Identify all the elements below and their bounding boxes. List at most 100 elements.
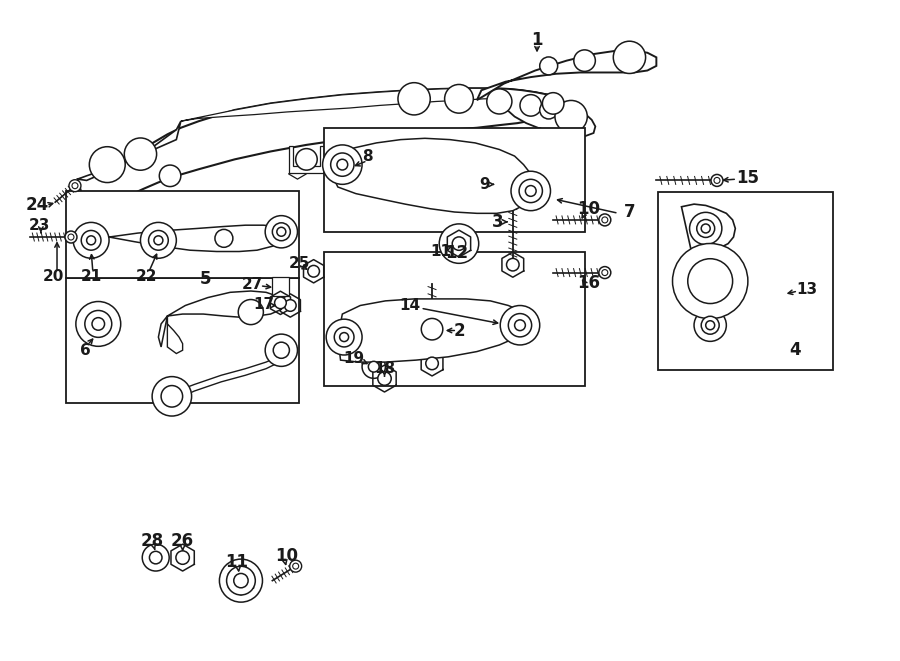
Circle shape xyxy=(421,319,443,340)
Text: 17: 17 xyxy=(253,297,274,312)
Text: 10: 10 xyxy=(578,200,600,217)
Circle shape xyxy=(602,217,608,223)
Bar xyxy=(658,192,833,370)
Circle shape xyxy=(72,182,78,188)
Circle shape xyxy=(543,93,564,114)
Text: 10: 10 xyxy=(275,547,298,565)
Bar xyxy=(66,278,300,403)
Circle shape xyxy=(706,321,715,330)
Polygon shape xyxy=(338,299,531,362)
Circle shape xyxy=(701,316,719,334)
Text: 1: 1 xyxy=(531,30,543,48)
Circle shape xyxy=(511,171,551,211)
Circle shape xyxy=(65,231,77,243)
Polygon shape xyxy=(333,138,536,214)
Circle shape xyxy=(507,258,519,271)
Circle shape xyxy=(81,231,101,250)
Polygon shape xyxy=(77,89,562,212)
Text: 21: 21 xyxy=(80,269,102,284)
Polygon shape xyxy=(158,291,284,347)
Circle shape xyxy=(161,385,183,407)
Circle shape xyxy=(520,95,542,116)
Circle shape xyxy=(149,551,162,564)
Polygon shape xyxy=(289,169,306,179)
Circle shape xyxy=(292,563,299,569)
Circle shape xyxy=(368,362,379,372)
Circle shape xyxy=(234,574,248,588)
Text: 8: 8 xyxy=(362,149,373,163)
Circle shape xyxy=(290,560,302,572)
Circle shape xyxy=(337,159,347,170)
Circle shape xyxy=(238,299,264,325)
Circle shape xyxy=(500,305,540,345)
Circle shape xyxy=(697,219,715,237)
Circle shape xyxy=(68,234,74,240)
Circle shape xyxy=(124,138,157,171)
Circle shape xyxy=(277,227,286,236)
Text: 18: 18 xyxy=(374,361,395,376)
Circle shape xyxy=(445,85,473,113)
Circle shape xyxy=(69,180,81,192)
Circle shape xyxy=(142,544,169,571)
Text: 2: 2 xyxy=(454,321,464,340)
Circle shape xyxy=(598,214,611,226)
Polygon shape xyxy=(491,89,596,136)
Circle shape xyxy=(308,266,320,277)
Circle shape xyxy=(598,266,611,278)
Circle shape xyxy=(92,318,104,330)
Text: 20: 20 xyxy=(42,269,64,284)
Circle shape xyxy=(274,342,290,358)
Circle shape xyxy=(515,320,526,330)
Text: 16: 16 xyxy=(578,274,600,292)
Circle shape xyxy=(89,147,125,182)
Circle shape xyxy=(273,223,291,241)
Text: 6: 6 xyxy=(80,343,91,358)
Text: 25: 25 xyxy=(289,256,310,271)
Text: 26: 26 xyxy=(171,532,194,550)
Circle shape xyxy=(220,559,263,602)
Circle shape xyxy=(274,297,286,309)
Circle shape xyxy=(148,231,168,250)
Circle shape xyxy=(487,89,512,114)
Bar xyxy=(273,276,289,296)
Circle shape xyxy=(152,377,192,416)
Text: 11: 11 xyxy=(225,553,248,571)
Polygon shape xyxy=(477,51,656,100)
Text: 19: 19 xyxy=(344,350,364,366)
Circle shape xyxy=(284,299,296,311)
Circle shape xyxy=(694,309,726,341)
Circle shape xyxy=(266,215,298,248)
Text: 14: 14 xyxy=(399,298,420,313)
Circle shape xyxy=(378,372,392,385)
Text: 5: 5 xyxy=(200,270,212,288)
Circle shape xyxy=(540,57,558,75)
Polygon shape xyxy=(181,89,562,121)
Circle shape xyxy=(689,212,722,245)
Circle shape xyxy=(266,334,298,366)
Circle shape xyxy=(227,566,256,595)
Text: 3: 3 xyxy=(491,213,503,231)
Circle shape xyxy=(688,258,733,303)
Circle shape xyxy=(508,313,532,337)
Circle shape xyxy=(76,301,121,346)
Text: 23: 23 xyxy=(29,217,50,233)
Bar xyxy=(324,252,585,387)
Circle shape xyxy=(602,270,608,276)
Polygon shape xyxy=(86,225,289,252)
Circle shape xyxy=(714,177,720,183)
Circle shape xyxy=(140,222,176,258)
Bar xyxy=(66,191,300,278)
Circle shape xyxy=(154,236,163,245)
Circle shape xyxy=(73,222,109,258)
Polygon shape xyxy=(529,128,551,149)
Circle shape xyxy=(426,357,438,369)
Circle shape xyxy=(215,229,233,247)
Polygon shape xyxy=(167,316,183,354)
Circle shape xyxy=(701,224,710,233)
Circle shape xyxy=(159,165,181,186)
Circle shape xyxy=(339,332,348,342)
Circle shape xyxy=(711,175,723,186)
Circle shape xyxy=(452,237,465,251)
Circle shape xyxy=(326,319,362,355)
Circle shape xyxy=(613,41,645,73)
